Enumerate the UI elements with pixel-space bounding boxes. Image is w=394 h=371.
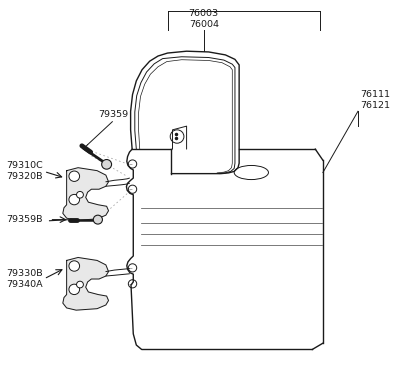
Polygon shape	[63, 257, 108, 310]
Circle shape	[69, 284, 80, 295]
Text: 79330B
79340A: 79330B 79340A	[6, 269, 42, 289]
Text: 79359B: 79359B	[6, 215, 42, 224]
Circle shape	[76, 281, 84, 288]
Circle shape	[69, 261, 80, 271]
Circle shape	[69, 194, 80, 205]
Text: 76111
76121: 76111 76121	[360, 90, 390, 110]
Polygon shape	[63, 168, 108, 220]
Circle shape	[102, 160, 112, 169]
Circle shape	[76, 191, 84, 198]
Circle shape	[69, 171, 80, 181]
Text: 79310C
79320B: 79310C 79320B	[6, 161, 43, 181]
Text: 79359: 79359	[98, 111, 128, 119]
Text: 76003
76004: 76003 76004	[189, 9, 219, 29]
Circle shape	[93, 215, 102, 224]
